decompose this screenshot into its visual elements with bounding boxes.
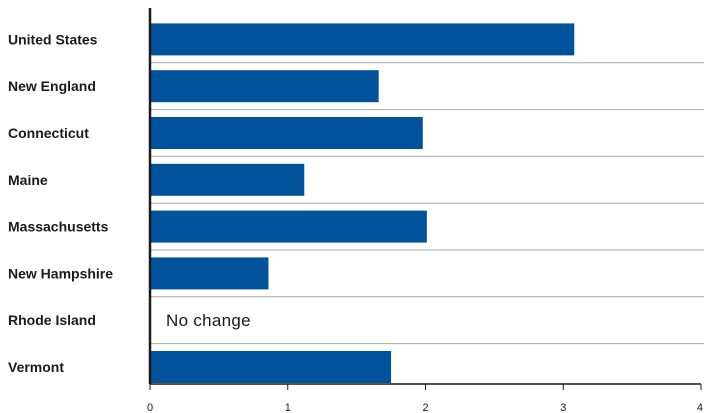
bar [150, 351, 392, 383]
category-label: New England [8, 78, 96, 94]
bar [150, 257, 269, 290]
bar [150, 70, 379, 103]
annotation-label: No change [166, 311, 251, 330]
x-tick-label: 4 [697, 402, 703, 413]
bar [150, 117, 423, 149]
x-tick-label: 2 [422, 402, 428, 413]
category-label: Maine [8, 172, 48, 188]
category-label: Vermont [8, 359, 64, 375]
category-label: Massachusetts [8, 219, 109, 235]
bars [150, 23, 575, 383]
x-tick-label: 3 [560, 402, 566, 413]
bar [150, 210, 427, 243]
category-label: United States [8, 31, 98, 47]
x-axis-ticks: 0 1 2 3 4 [147, 384, 703, 413]
annotations: No change [166, 311, 251, 330]
category-label: Rhode Island [8, 312, 96, 328]
category-label: Connecticut [8, 125, 89, 141]
x-tick-label: 1 [285, 402, 291, 413]
category-labels: United States New England Connecticut Maine… [8, 31, 113, 375]
category-label: New Hampshire [8, 265, 113, 281]
x-tick-label: 0 [147, 402, 153, 413]
row-separators [150, 62, 704, 345]
bar [150, 23, 575, 56]
bar [150, 163, 305, 196]
